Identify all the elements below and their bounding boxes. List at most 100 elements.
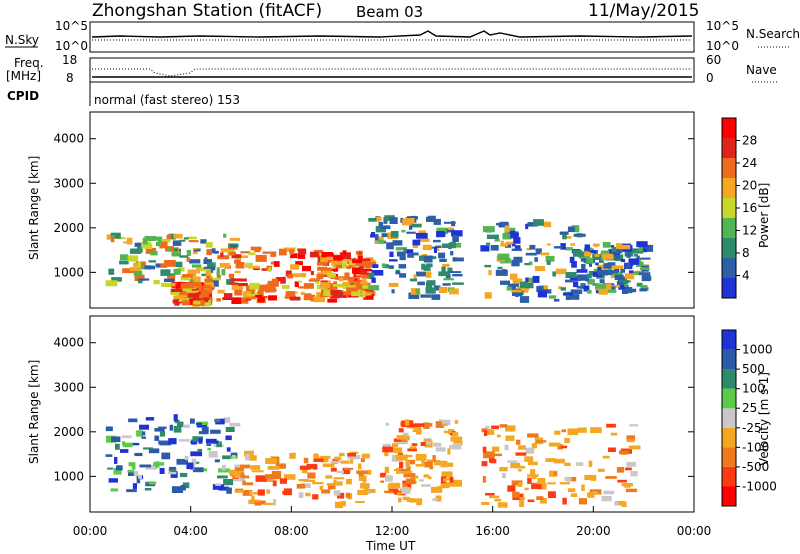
echo-cell [614, 501, 619, 506]
echo-cell [358, 474, 365, 481]
echo-cell [196, 422, 202, 425]
echo-cell [330, 467, 337, 472]
echo-cell [406, 466, 411, 472]
echo-cell [486, 429, 495, 435]
echo-cell [449, 476, 454, 483]
echo-cell [494, 238, 500, 242]
echo-cell [320, 256, 329, 263]
noise-sky-line [91, 30, 693, 38]
echo-cell [519, 296, 530, 303]
echo-cell [396, 492, 401, 495]
echo-cell [290, 253, 298, 258]
echo-cell [500, 280, 510, 285]
echo-cell [211, 280, 219, 287]
echo-cell [236, 297, 249, 304]
echo-cell [531, 443, 537, 449]
echo-cell [561, 429, 567, 433]
echo-cell [589, 492, 599, 495]
echo-cell [247, 292, 258, 297]
echo-cell [423, 439, 432, 442]
echo-cell [517, 285, 522, 290]
echo-cell [597, 468, 605, 472]
echo-cell [491, 453, 503, 457]
colorbar-tick-label: 100 [742, 382, 765, 396]
echo-cell [336, 481, 343, 486]
echo-cell [624, 283, 628, 287]
echo-cell [248, 499, 261, 505]
echo-cell [392, 443, 399, 447]
noise-left-tick-top: 10^5 [55, 19, 88, 33]
echo-cell [618, 285, 629, 290]
echo-cell [572, 249, 582, 253]
echo-cell [451, 230, 463, 237]
colorbar-tick-label: -25 [742, 421, 762, 435]
echo-cell [226, 447, 231, 452]
echo-cell [524, 263, 530, 266]
echo-cell [441, 266, 446, 273]
echo-cell [406, 498, 414, 502]
echo-cell [342, 250, 347, 255]
echo-cell [240, 467, 245, 475]
echo-cell [189, 276, 201, 282]
echo-cell [330, 460, 342, 464]
echo-cell [431, 486, 443, 493]
echo-cell [234, 467, 244, 471]
echo-cell [405, 460, 410, 468]
echo-cell [326, 259, 336, 263]
echo-cell [213, 250, 219, 254]
echo-cell [167, 275, 176, 281]
echo-cell [217, 475, 228, 479]
echo-cell [407, 448, 417, 452]
echo-cell [636, 241, 648, 248]
echo-cell [245, 453, 250, 461]
echo-cell [329, 293, 339, 299]
echo-cell [114, 457, 118, 464]
echo-cell [185, 282, 195, 289]
echo-cell [395, 454, 408, 461]
echo-cell [127, 469, 134, 473]
echo-cell [628, 258, 640, 265]
echo-cell [545, 458, 555, 462]
echo-cell [321, 252, 333, 258]
echo-cell [141, 436, 146, 439]
echo-cell [192, 467, 204, 473]
echo-cell [420, 294, 432, 298]
colorbar-segment [722, 427, 736, 448]
velocity-colorbar-label: Velocity [m s-1] [757, 372, 771, 466]
echo-cell [197, 448, 203, 452]
echo-cell [240, 464, 251, 469]
echo-cell [234, 464, 243, 469]
echo-cell [433, 442, 442, 447]
power-ylabel: Slant Range [km] [27, 156, 41, 260]
echo-cell [527, 433, 539, 438]
echo-cell [191, 458, 197, 465]
echo-cell [570, 243, 576, 246]
echo-cell [142, 431, 146, 436]
echo-cell [573, 233, 586, 237]
echo-cell [402, 219, 412, 226]
echo-cell [378, 222, 383, 229]
echo-cell [108, 478, 118, 483]
time-axis: 00:00 04:00 08:00 12:00 16:00 20:00 00:00 [73, 506, 711, 538]
echo-cell [332, 263, 337, 269]
y-tick-label: 3000 [53, 380, 84, 394]
echo-cell [268, 295, 278, 301]
echo-cell [636, 261, 644, 267]
echo-cell [621, 259, 625, 263]
echo-cell [395, 247, 407, 251]
echo-cell [346, 266, 351, 270]
echo-cell [620, 268, 625, 273]
echo-cell [226, 279, 235, 285]
echo-cell [242, 480, 246, 486]
echo-cell [510, 462, 521, 469]
echo-cell [105, 454, 113, 457]
freq-panel-frame [89, 57, 695, 83]
echo-cell [129, 267, 141, 271]
echo-cell [552, 271, 556, 277]
echo-cell [148, 448, 160, 454]
echo-cell [409, 225, 413, 230]
echo-cell [196, 424, 208, 428]
echo-cell [242, 490, 253, 496]
echo-cell [174, 295, 186, 299]
nsearch-label: N.Search [746, 27, 800, 41]
